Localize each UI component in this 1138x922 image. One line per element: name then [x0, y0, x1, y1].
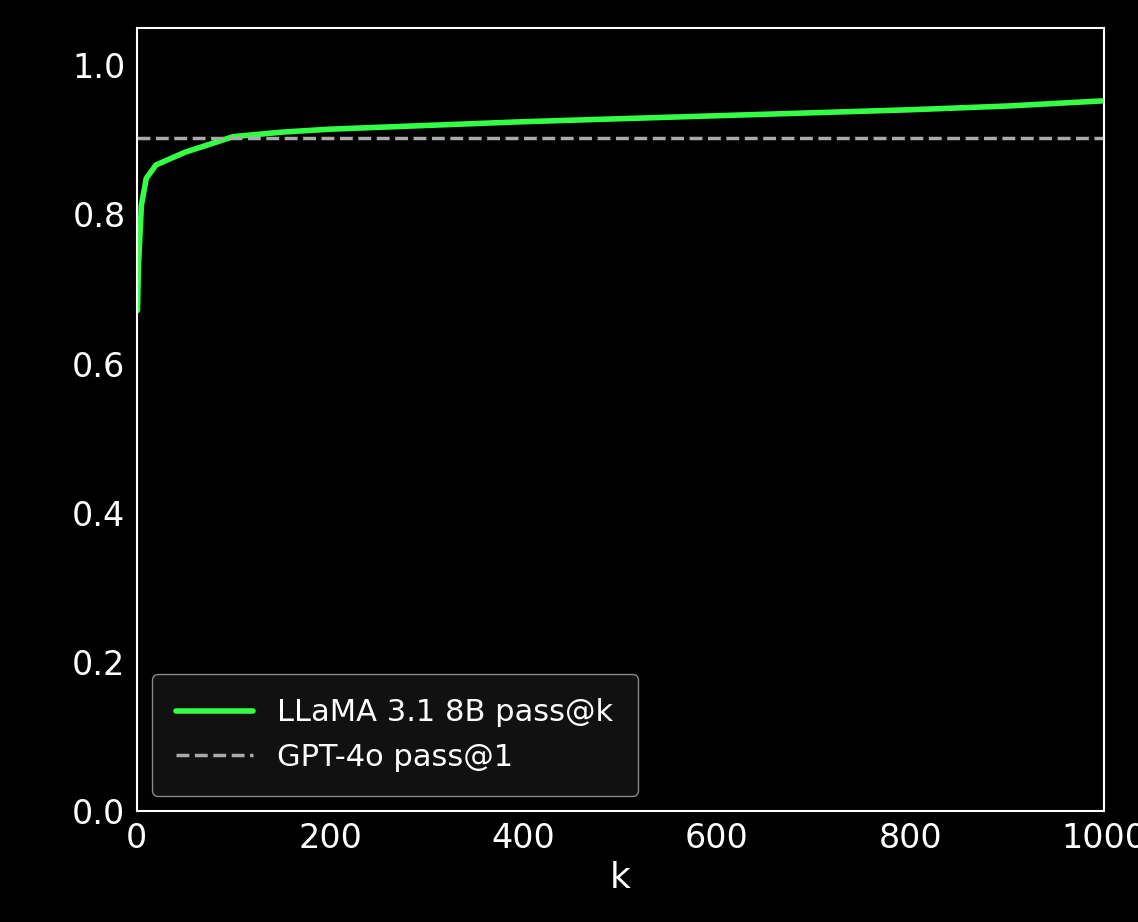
LLaMA 3.1 8B pass@k [323, 124, 337, 135]
LLaMA 3.1 8B pass@k [710, 111, 724, 122]
LLaMA 3.1 8B pass@k [613, 113, 627, 124]
LLaMA 3.1 8B pass@k [274, 126, 288, 137]
LLaMA 3.1 8B pass@k [807, 107, 820, 118]
GPT-4o pass@1 [130, 133, 143, 144]
X-axis label: k: k [610, 861, 630, 895]
LLaMA 3.1 8B pass@k [132, 259, 146, 270]
GPT-4o pass@1 [131, 133, 145, 144]
LLaMA 3.1 8B pass@k [517, 116, 530, 127]
LLaMA 3.1 8B pass@k [1000, 100, 1014, 112]
LLaMA 3.1 8B pass@k [134, 200, 148, 211]
LLaMA 3.1 8B pass@k [131, 305, 145, 316]
LLaMA 3.1 8B pass@k [420, 120, 434, 131]
LLaMA 3.1 8B pass@k [149, 160, 163, 171]
LLaMA 3.1 8B pass@k [139, 173, 152, 184]
Legend: LLaMA 3.1 8B pass@k, GPT-4o pass@1: LLaMA 3.1 8B pass@k, GPT-4o pass@1 [151, 674, 637, 796]
LLaMA 3.1 8B pass@k [226, 131, 240, 142]
LLaMA 3.1 8B pass@k [904, 104, 917, 115]
LLaMA 3.1 8B pass@k [1097, 95, 1111, 106]
Line: LLaMA 3.1 8B pass@k: LLaMA 3.1 8B pass@k [138, 100, 1104, 311]
LLaMA 3.1 8B pass@k [178, 147, 191, 158]
